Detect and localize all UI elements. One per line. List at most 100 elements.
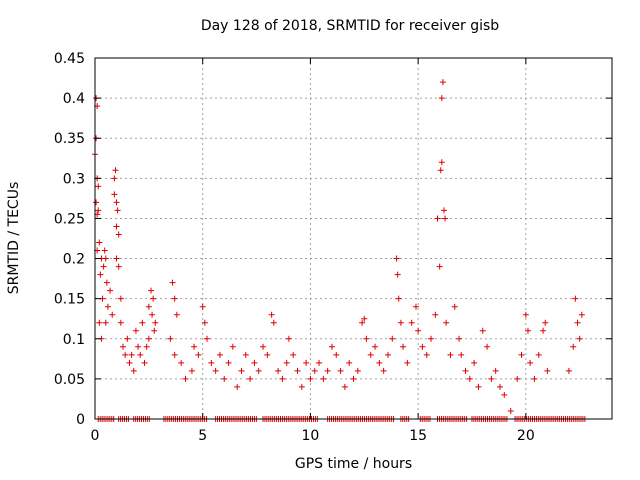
data-point	[188, 367, 195, 374]
data-point	[389, 335, 396, 342]
data-point	[114, 207, 121, 214]
data-point	[443, 319, 450, 326]
data-point	[178, 359, 185, 366]
data-point	[572, 295, 579, 302]
data-point	[400, 343, 407, 350]
data-point	[456, 335, 463, 342]
data-point	[496, 383, 503, 390]
data-point	[298, 383, 305, 390]
data-point	[171, 295, 178, 302]
data-point	[527, 359, 534, 366]
data-point	[440, 207, 447, 214]
data-point	[283, 359, 290, 366]
data-point	[475, 383, 482, 390]
data-point	[324, 367, 331, 374]
data-point	[104, 303, 111, 310]
data-point	[518, 351, 525, 358]
data-point	[95, 207, 102, 214]
data-point	[380, 367, 387, 374]
data-point	[320, 375, 327, 382]
data-point	[96, 319, 103, 326]
data-point	[96, 239, 103, 246]
data-point	[458, 351, 465, 358]
data-point	[109, 311, 116, 318]
data-point	[148, 287, 155, 294]
data-point	[173, 311, 180, 318]
data-point	[361, 315, 368, 322]
data-point	[143, 343, 150, 350]
data-point	[507, 407, 514, 414]
data-point	[199, 303, 206, 310]
data-point	[225, 359, 232, 366]
data-point	[471, 359, 478, 366]
data-point	[570, 343, 577, 350]
x-tick-label: 15	[409, 428, 427, 444]
data-point	[316, 359, 323, 366]
data-point	[128, 351, 135, 358]
data-point	[484, 343, 491, 350]
data-point	[102, 255, 109, 262]
data-point	[438, 159, 445, 166]
data-point	[151, 327, 158, 334]
data-point	[139, 319, 146, 326]
data-point	[542, 319, 549, 326]
data-point	[333, 351, 340, 358]
data-point	[150, 295, 157, 302]
data-point	[117, 295, 124, 302]
data-point	[438, 95, 445, 102]
data-point	[111, 191, 118, 198]
data-point	[132, 327, 139, 334]
data-point	[100, 263, 107, 270]
data-point	[412, 303, 419, 310]
data-point	[141, 359, 148, 366]
data-point	[341, 383, 348, 390]
plot-frame	[94, 57, 613, 420]
x-tick-label: 10	[302, 428, 320, 444]
data-point	[229, 343, 236, 350]
data-point	[294, 367, 301, 374]
data-point	[408, 319, 415, 326]
data-point	[171, 351, 178, 358]
data-point	[437, 167, 444, 174]
data-point	[216, 351, 223, 358]
data-point	[514, 375, 521, 382]
x-tick-label: 5	[198, 428, 207, 444]
data-point	[260, 343, 267, 350]
data-point	[169, 279, 176, 286]
data-point	[436, 263, 443, 270]
data-point	[376, 359, 383, 366]
data-point	[238, 367, 245, 374]
data-point	[124, 335, 131, 342]
data-point	[93, 199, 100, 206]
data-point	[462, 367, 469, 374]
y-tick-label: 0.3	[63, 171, 85, 187]
data-point	[451, 303, 458, 310]
data-point	[415, 327, 422, 334]
data-point	[524, 327, 531, 334]
data-point	[576, 335, 583, 342]
data-point	[285, 335, 292, 342]
axis-ticks: 0 0.05 0.1 0.15 0.2 0.25 0.3 0.35 0.4 0.45 0 5 10 15 2…	[54, 51, 612, 444]
data-point	[479, 327, 486, 334]
data-point	[255, 367, 262, 374]
data-point	[120, 343, 127, 350]
data-point	[434, 215, 441, 222]
data-point	[145, 335, 152, 342]
data-point	[115, 263, 122, 270]
data-point	[101, 247, 108, 254]
data-point	[212, 367, 219, 374]
data-point	[112, 167, 119, 174]
data-point	[201, 319, 208, 326]
data-point	[97, 271, 104, 278]
x-tick-label: 20	[517, 428, 535, 444]
data-point	[442, 215, 449, 222]
data-point	[303, 359, 310, 366]
data-point	[204, 335, 211, 342]
data-point	[117, 319, 124, 326]
y-tick-label: 0.35	[54, 131, 85, 147]
data-point	[578, 311, 585, 318]
y-tick-label: 0.2	[63, 252, 85, 268]
data-point	[191, 343, 198, 350]
data-point	[290, 351, 297, 358]
